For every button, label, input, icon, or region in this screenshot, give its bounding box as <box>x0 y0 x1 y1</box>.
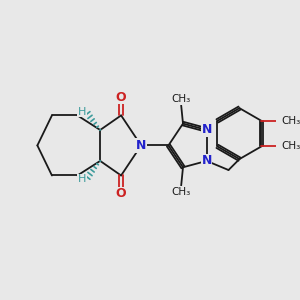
Text: O: O <box>280 114 290 128</box>
Text: O: O <box>280 140 290 153</box>
Text: O: O <box>116 91 126 104</box>
Text: H: H <box>78 107 86 117</box>
Text: CH₃: CH₃ <box>281 141 300 152</box>
Text: N: N <box>202 124 212 136</box>
Text: CH₃: CH₃ <box>281 116 300 126</box>
Text: H: H <box>78 174 86 184</box>
Text: CH₃: CH₃ <box>172 187 191 197</box>
Text: O: O <box>116 187 126 200</box>
Text: CH₃: CH₃ <box>172 94 191 104</box>
Text: N: N <box>202 154 212 167</box>
Text: N: N <box>136 139 146 152</box>
